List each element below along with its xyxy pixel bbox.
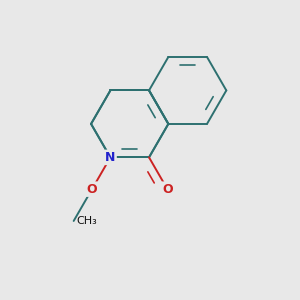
Text: O: O (162, 183, 173, 196)
Text: CH₃: CH₃ (76, 216, 97, 226)
Text: O: O (87, 183, 97, 196)
Text: N: N (105, 151, 116, 164)
